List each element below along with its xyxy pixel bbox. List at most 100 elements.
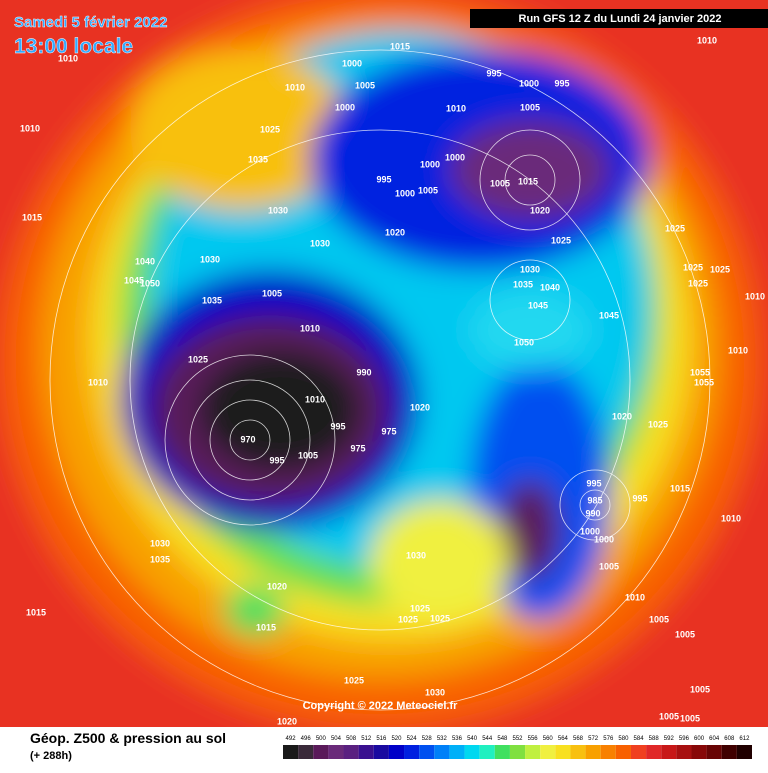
scale-label: 552 — [512, 736, 523, 742]
scale-swatch — [585, 745, 601, 759]
footer-title: Géop. Z500 & pression au sol — [30, 730, 226, 746]
pressure-label: 1010 — [697, 35, 717, 45]
scale-label: 536 — [452, 736, 463, 742]
scale-swatch — [721, 745, 737, 759]
scale-swatch — [373, 745, 389, 759]
scale-label: 580 — [618, 736, 629, 742]
scale-swatch — [343, 745, 359, 759]
pressure-label: 1005 — [355, 80, 375, 90]
pressure-label: 1000 — [594, 534, 614, 544]
pressure-label: 1025 — [683, 262, 703, 272]
pressure-label: 1005 — [675, 629, 695, 639]
pressure-label: 1015 — [518, 176, 538, 186]
pressure-label: 1045 — [528, 300, 548, 310]
scale-label: 556 — [528, 736, 539, 742]
pressure-label: 1000 — [519, 78, 539, 88]
pressure-label: 1025 — [551, 235, 571, 245]
pressure-label: 1055 — [690, 367, 710, 377]
scale-swatch — [328, 745, 344, 759]
scale-swatch — [419, 745, 435, 759]
scale-swatch — [404, 745, 420, 759]
scale-label: 500 — [316, 736, 327, 742]
pressure-label: 1035 — [202, 295, 222, 305]
pressure-label: 1010 — [285, 82, 305, 92]
scale-swatch — [706, 745, 722, 759]
pressure-label: 1035 — [513, 279, 533, 289]
pressure-label: 1015 — [22, 212, 42, 222]
pressure-label: 1010 — [728, 345, 748, 355]
pressure-label: 1020 — [410, 402, 430, 412]
pressure-label: 1055 — [694, 377, 714, 387]
footer-lead: (+ 288h) — [30, 750, 72, 762]
pressure-label: 1020 — [277, 716, 297, 726]
pressure-label: 1020 — [385, 227, 405, 237]
scale-swatch — [434, 745, 450, 759]
pressure-label: 1010 — [721, 513, 741, 523]
scale-label: 560 — [543, 736, 554, 742]
scale-swatch — [283, 745, 299, 759]
copyright: Copyright © 2022 Meteociel.fr — [303, 700, 459, 712]
scale-label: 548 — [497, 736, 508, 742]
time: 13:00 locale — [14, 35, 133, 58]
pressure-label: 990 — [356, 367, 371, 377]
pressure-label: 1010 — [88, 377, 108, 387]
pressure-label: 1025 — [410, 603, 430, 613]
run-box — [470, 9, 768, 28]
pressure-label: 970 — [240, 434, 255, 444]
pressure-label: 1000 — [335, 102, 355, 112]
scale-label: 600 — [694, 736, 705, 742]
pressure-label: 1005 — [418, 185, 438, 195]
pressure-label: 1005 — [520, 102, 540, 112]
scale-label: 540 — [467, 736, 478, 742]
scale-swatch — [464, 745, 480, 759]
pressure-label: 1010 — [20, 123, 40, 133]
pressure-label: 1005 — [599, 561, 619, 571]
pressure-label: 995 — [554, 78, 569, 88]
date: Samedi 5 février 2022 — [14, 14, 167, 31]
scale-label: 604 — [709, 736, 720, 742]
pressure-label: 1030 — [310, 238, 330, 248]
scale-swatch — [525, 745, 541, 759]
pressure-label: 1040 — [135, 256, 155, 266]
legend: 492 496 500 504 508 512 516 520 524 528 532 536 540 5… — [283, 736, 752, 759]
scale-label: 592 — [664, 736, 675, 742]
scale-swatch — [736, 745, 752, 759]
pressure-label: 1000 — [342, 58, 362, 68]
pressure-label: 1025 — [430, 613, 450, 623]
pressure-label: 990 — [585, 508, 600, 518]
scale-swatch — [388, 745, 405, 759]
scale-swatch — [540, 745, 556, 759]
pressure-label: 1005 — [690, 684, 710, 694]
pressure-label: 1030 — [425, 687, 445, 697]
pressure-label: 1025 — [648, 419, 668, 429]
pressure-label: 1010 — [745, 291, 765, 301]
scale-swatch — [449, 745, 465, 759]
pressure-label: 1010 — [58, 53, 78, 63]
scale-label: 576 — [603, 736, 614, 742]
pressure-label: 1040 — [540, 282, 560, 292]
pressure-label: 1025 — [344, 675, 364, 685]
scale-label: 612 — [739, 736, 750, 742]
run-info: Run GFS 12 Z du Lundi 24 janvier 2022 — [519, 13, 722, 25]
pressure-label: 995 — [632, 493, 647, 503]
pressure-label: 1000 — [445, 152, 465, 162]
scale-label: 512 — [361, 736, 372, 742]
scale-label: 572 — [588, 736, 599, 742]
pressure-label: 995 — [330, 421, 345, 431]
pressure-label: 1025 — [665, 223, 685, 233]
pressure-label: 1005 — [298, 450, 318, 460]
pressure-label: 1020 — [530, 205, 550, 215]
scale-swatch — [555, 745, 571, 759]
pressure-label: 1005 — [680, 713, 700, 723]
pressure-label: 1000 — [395, 188, 415, 198]
pressure-label: 1005 — [659, 711, 679, 721]
scale-label: 492 — [286, 736, 297, 742]
pressure-label: 1005 — [490, 178, 510, 188]
scale-swatch — [570, 745, 586, 759]
scale-swatch — [313, 745, 329, 759]
pressure-label: 1015 — [390, 41, 410, 51]
pressure-label: 1025 — [710, 264, 730, 274]
scale-label: 504 — [331, 736, 342, 742]
